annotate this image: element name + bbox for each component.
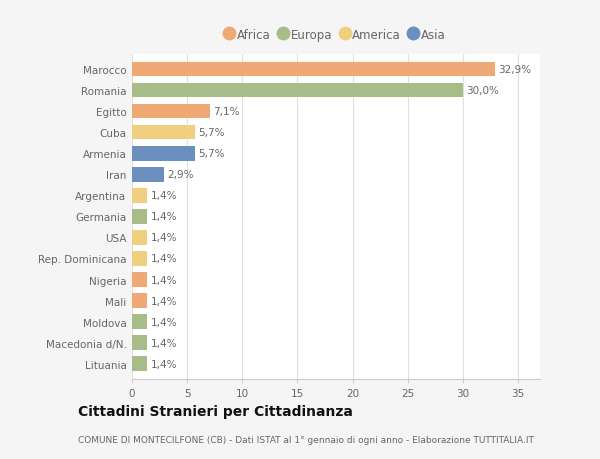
Bar [132,357,148,371]
Text: 1,4%: 1,4% [151,212,177,222]
Bar [132,168,164,182]
Bar [132,273,148,287]
Bar [132,336,148,350]
Bar [132,146,195,161]
Text: 1,4%: 1,4% [151,317,177,327]
Bar [132,125,195,140]
Text: 30,0%: 30,0% [466,86,499,96]
Text: 7,1%: 7,1% [214,107,240,117]
Text: COMUNE DI MONTECILFONE (CB) - Dati ISTAT al 1° gennaio di ogni anno - Elaborazio: COMUNE DI MONTECILFONE (CB) - Dati ISTAT… [78,435,534,443]
Bar [132,62,495,77]
Bar [132,209,148,224]
Text: 1,4%: 1,4% [151,359,177,369]
Text: 1,4%: 1,4% [151,191,177,201]
Text: Cittadini Stranieri per Cittadinanza: Cittadini Stranieri per Cittadinanza [78,404,353,419]
Legend: Africa, Europa, America, Asia: Africa, Europa, America, Asia [223,25,449,45]
Bar [132,294,148,308]
Bar [132,314,148,329]
Bar [132,189,148,203]
Bar [132,105,210,119]
Text: 1,4%: 1,4% [151,296,177,306]
Text: 5,7%: 5,7% [198,128,224,138]
Text: 1,4%: 1,4% [151,275,177,285]
Text: 1,4%: 1,4% [151,338,177,348]
Text: 1,4%: 1,4% [151,233,177,243]
Bar [132,230,148,245]
Text: 5,7%: 5,7% [198,149,224,159]
Text: 2,9%: 2,9% [167,170,194,180]
Text: 32,9%: 32,9% [498,65,531,75]
Bar [132,84,463,98]
Bar [132,252,148,266]
Text: 1,4%: 1,4% [151,254,177,264]
